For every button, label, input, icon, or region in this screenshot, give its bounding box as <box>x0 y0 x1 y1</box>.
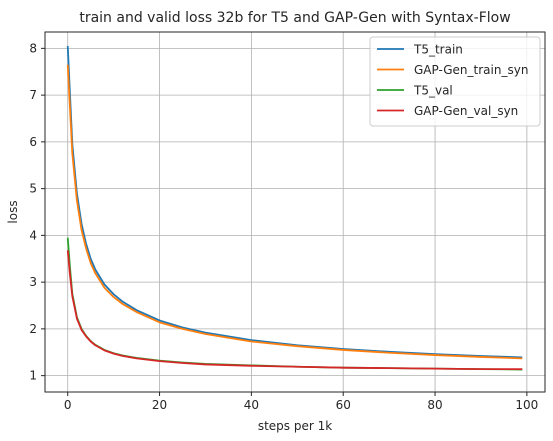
grid <box>45 32 545 392</box>
legend-label-gap-gen-val-syn: GAP-Gen_val_syn <box>414 104 518 118</box>
legend-label-gap-gen-train-syn: GAP-Gen_train_syn <box>414 63 528 77</box>
x-tick-label: 100 <box>515 398 538 412</box>
legend-label-t5-val: T5_val <box>413 84 453 98</box>
y-tick-label: 4 <box>29 228 37 242</box>
y-tick-label: 2 <box>29 322 37 336</box>
y-tick-label: 1 <box>29 369 37 383</box>
legend: T5_train GAP-Gen_train_syn T5_val GAP-Gen_v… <box>369 36 541 127</box>
series-line-gap-gen-train-syn <box>66 64 523 360</box>
chart-title: train and valid loss 32b for T5 and GAP-… <box>79 10 510 26</box>
plot-frame <box>44 31 546 393</box>
axis-ticks: 0 20 40 60 80 100 1 2 3 4 5 6 7 8 <box>29 41 538 412</box>
x-tick-label: 60 <box>336 398 351 412</box>
y-tick-label: 3 <box>29 275 37 289</box>
x-tick-label: 40 <box>244 398 259 412</box>
series-line-gap-gen-val-syn <box>66 250 523 370</box>
y-tick-label: 8 <box>29 41 37 55</box>
series-lines <box>66 45 523 371</box>
x-axis-label: steps per 1k <box>258 419 332 433</box>
y-tick-label: 6 <box>29 135 37 149</box>
y-tick-label: 7 <box>29 88 37 102</box>
y-axis-label: loss <box>6 200 20 223</box>
x-tick-label: 0 <box>64 398 72 412</box>
x-tick-label: 20 <box>152 398 167 412</box>
x-tick-label: 80 <box>427 398 442 412</box>
legend-label-t5-train: T5_train <box>413 43 463 57</box>
y-tick-label: 5 <box>29 182 37 196</box>
legend-box <box>369 36 541 127</box>
series-line-t5-train <box>66 45 523 359</box>
